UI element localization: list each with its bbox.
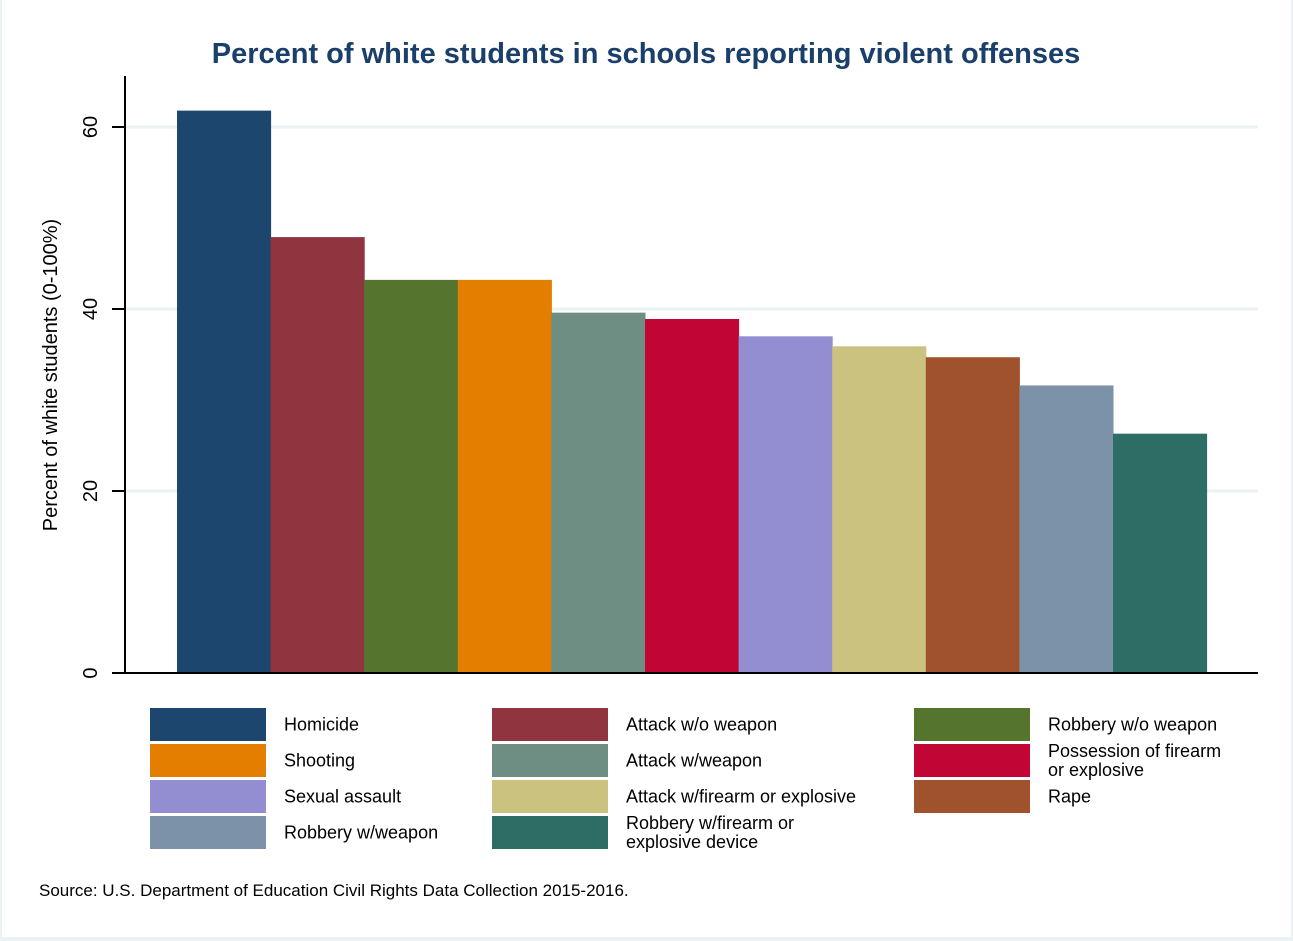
legend-item: Attack w/firearm or explosive bbox=[492, 780, 856, 813]
legend-swatch bbox=[492, 780, 608, 813]
legend-swatch bbox=[150, 744, 266, 777]
legend-label: Robbery w/firearm or bbox=[626, 813, 794, 833]
bar-7 bbox=[738, 336, 833, 673]
legend-label: Shooting bbox=[284, 751, 355, 771]
legend-swatch bbox=[150, 780, 266, 813]
legend-item: Attack w/weapon bbox=[492, 744, 762, 777]
legend-item: Rape bbox=[914, 780, 1091, 813]
legend-swatch bbox=[492, 816, 608, 849]
source-note: Source: U.S. Department of Education Civ… bbox=[39, 881, 629, 900]
legend-swatch bbox=[914, 780, 1030, 813]
legend-label: Sexual assault bbox=[284, 787, 401, 807]
y-tick-label: 60 bbox=[80, 116, 102, 138]
bar-8 bbox=[832, 346, 927, 673]
legend-swatch bbox=[492, 708, 608, 741]
bar-4 bbox=[457, 279, 552, 673]
y-tick-label: 40 bbox=[80, 298, 102, 320]
legend-swatch bbox=[150, 816, 266, 849]
legend-label: Rape bbox=[1048, 787, 1091, 807]
legend-item: Shooting bbox=[150, 744, 355, 777]
legend-item: Homicide bbox=[150, 708, 359, 741]
legend-item: Robbery w/weapon bbox=[150, 816, 438, 849]
legend-label: or explosive bbox=[1048, 760, 1144, 780]
bar-6 bbox=[645, 319, 740, 673]
legend-label: explosive device bbox=[626, 832, 758, 852]
legend: Homicide Attack w/o weapon Robbery w/o wea… bbox=[150, 708, 1221, 852]
y-tick-label: 20 bbox=[80, 480, 102, 502]
bars bbox=[177, 110, 1208, 674]
y-tick-label: 0 bbox=[80, 667, 102, 678]
legend-label: Attack w/o weapon bbox=[626, 715, 777, 735]
legend-label: Attack w/firearm or explosive bbox=[626, 787, 856, 807]
bar-10 bbox=[1019, 385, 1114, 673]
legend-item: Robbery w/o weapon bbox=[914, 708, 1217, 741]
bar-5 bbox=[551, 312, 646, 673]
y-axis: 0 20 40 60 bbox=[80, 76, 1258, 679]
legend-item: Sexual assault bbox=[150, 780, 401, 813]
legend-swatch bbox=[914, 708, 1030, 741]
legend-swatch bbox=[914, 744, 1030, 777]
bar-2 bbox=[270, 237, 365, 674]
bar-11 bbox=[1113, 433, 1208, 673]
legend-swatch bbox=[150, 708, 266, 741]
y-axis-title: Percent of white students (0-100%) bbox=[40, 219, 62, 531]
legend-label: Attack w/weapon bbox=[626, 751, 762, 771]
bar-9 bbox=[925, 357, 1020, 673]
legend-item: Attack w/o weapon bbox=[492, 708, 777, 741]
chart-title: Percent of white students in schools rep… bbox=[212, 38, 1081, 70]
legend-label: Homicide bbox=[284, 715, 359, 735]
bar-3 bbox=[364, 279, 459, 673]
legend-swatch bbox=[492, 744, 608, 777]
bar-1 bbox=[177, 110, 272, 674]
legend-label: Robbery w/o weapon bbox=[1048, 715, 1217, 735]
legend-label: Possession of firearm bbox=[1048, 741, 1221, 761]
legend-label: Robbery w/weapon bbox=[284, 823, 438, 843]
